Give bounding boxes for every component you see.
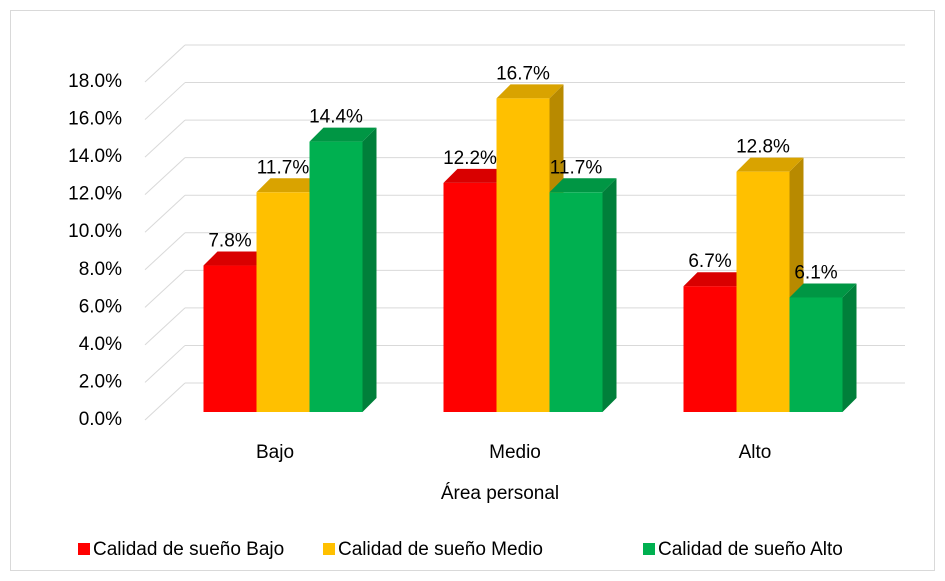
data-label: 12.8% bbox=[736, 137, 790, 158]
legend-swatch bbox=[78, 543, 90, 555]
bar-front bbox=[549, 192, 603, 412]
grid-line-diagonal bbox=[144, 232, 186, 271]
y-tick-label: 12.0% bbox=[68, 184, 122, 205]
x-axis-title: Área personal bbox=[441, 483, 559, 504]
grid-line-diagonal bbox=[144, 345, 186, 383]
legend-label: Calidad de sueño Alto bbox=[658, 539, 843, 560]
grid-line-diagonal bbox=[144, 82, 186, 120]
bar-front bbox=[256, 192, 310, 412]
bar bbox=[789, 283, 857, 412]
bar bbox=[309, 127, 377, 412]
x-tick-label: Alto bbox=[739, 442, 772, 463]
legend-swatch bbox=[643, 543, 655, 555]
y-tick-label: 10.0% bbox=[68, 221, 122, 242]
bar-top bbox=[736, 157, 804, 172]
legend-label: Calidad de sueño Medio bbox=[338, 539, 543, 560]
y-tick-label: 14.0% bbox=[68, 146, 122, 167]
grid-line-diagonal bbox=[144, 44, 186, 83]
bar-top bbox=[309, 127, 377, 142]
data-label: 12.2% bbox=[443, 148, 497, 169]
bar-front bbox=[736, 171, 790, 412]
data-label: 16.7% bbox=[496, 63, 550, 84]
legend-swatch bbox=[323, 543, 335, 555]
bar-front bbox=[789, 297, 843, 412]
y-tick-label: 2.0% bbox=[79, 371, 122, 392]
y-tick-label: 0.0% bbox=[79, 409, 122, 430]
data-label: 11.7% bbox=[550, 157, 603, 178]
bar-top bbox=[549, 178, 617, 193]
grid-line-diagonal bbox=[144, 382, 186, 421]
bar bbox=[549, 178, 617, 412]
bar-front bbox=[496, 98, 550, 413]
bar-front bbox=[203, 265, 257, 412]
data-label: 6.7% bbox=[688, 251, 731, 272]
data-label: 14.4% bbox=[309, 107, 363, 128]
bar-side bbox=[602, 178, 617, 412]
bar-top bbox=[683, 272, 751, 287]
bar-top bbox=[203, 251, 271, 266]
grid-line-diagonal bbox=[144, 307, 186, 346]
bar-top bbox=[443, 168, 511, 183]
x-tick-label: Bajo bbox=[256, 442, 294, 463]
grid-line-diagonal bbox=[144, 269, 186, 308]
bar-front bbox=[443, 182, 497, 412]
data-label: 11.7% bbox=[257, 157, 310, 178]
y-tick-label: 18.0% bbox=[68, 71, 122, 92]
x-tick-label: Medio bbox=[489, 442, 541, 463]
bar-front bbox=[309, 141, 363, 412]
y-tick-label: 4.0% bbox=[79, 334, 122, 355]
y-tick-label: 6.0% bbox=[79, 296, 122, 317]
grid-line-diagonal bbox=[144, 119, 186, 158]
legend-label: Calidad de sueño Bajo bbox=[93, 539, 284, 560]
bar-top bbox=[496, 84, 564, 99]
bar-side bbox=[362, 127, 377, 412]
data-label: 7.8% bbox=[208, 231, 251, 252]
grid-line-diagonal bbox=[144, 157, 186, 196]
bar-top bbox=[256, 178, 324, 193]
y-tick-label: 16.0% bbox=[68, 109, 122, 130]
bar-side bbox=[842, 283, 857, 412]
grid-line-diagonal bbox=[144, 194, 186, 233]
data-label: 6.1% bbox=[794, 262, 837, 283]
y-tick-label: 8.0% bbox=[79, 259, 122, 280]
bar-top bbox=[789, 283, 857, 298]
bar-front bbox=[683, 286, 737, 412]
